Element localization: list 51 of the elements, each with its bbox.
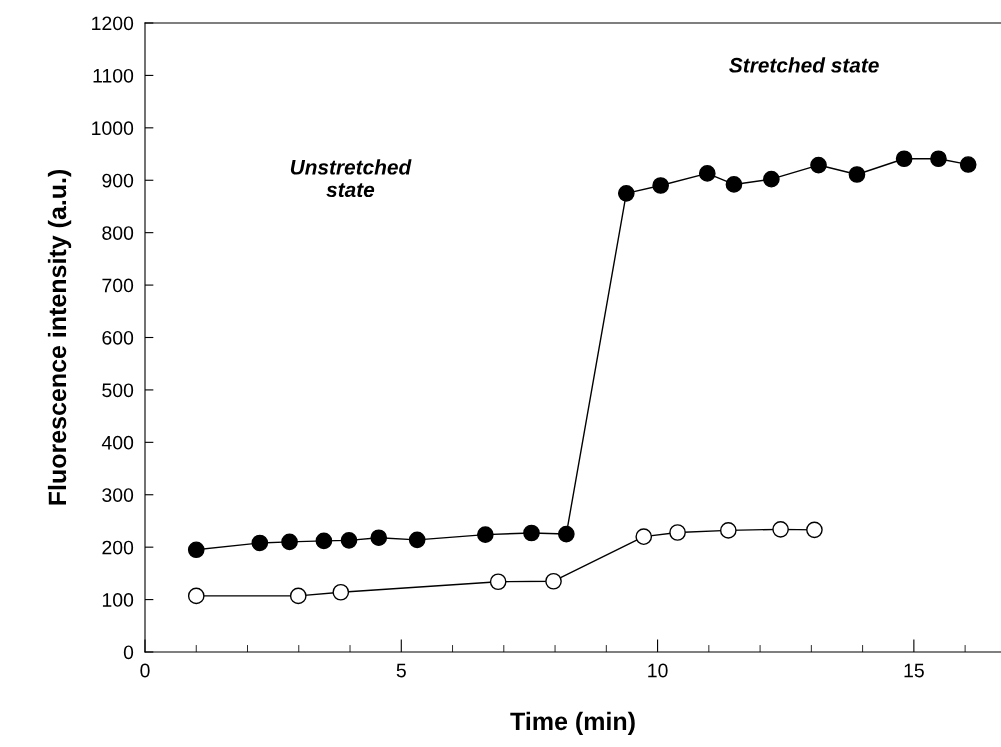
point <box>895 150 913 168</box>
y-axis-title: Fluorescence intensity (a.u.) <box>47 169 72 505</box>
point <box>772 521 789 538</box>
point <box>669 524 686 541</box>
y-tick-label: 1100 <box>93 68 134 83</box>
point <box>545 572 562 590</box>
point <box>848 166 866 183</box>
y-tick-label: 500 <box>102 383 134 398</box>
y-tick-label: 0 <box>123 645 134 660</box>
x-tick-label: 10 <box>648 663 668 678</box>
x-tick-label: 5 <box>396 663 406 678</box>
point <box>370 529 388 547</box>
point <box>187 541 205 559</box>
point <box>332 583 350 601</box>
y-tick-label: 900 <box>102 173 134 188</box>
point <box>652 177 669 194</box>
point <box>810 156 827 174</box>
y-tick-label: 700 <box>102 278 134 293</box>
point <box>558 525 575 543</box>
annotation: Stretched state <box>729 57 879 73</box>
y-tick-label: 1000 <box>92 121 134 136</box>
point <box>315 532 333 550</box>
x-tick-label: 15 <box>904 663 924 678</box>
point <box>187 587 205 605</box>
annotation: Unstretched state <box>290 159 412 198</box>
point <box>725 176 743 193</box>
y-tick-label: 800 <box>102 226 134 240</box>
y-tick-label: 400 <box>101 435 134 450</box>
point <box>719 522 737 539</box>
point <box>477 526 494 543</box>
y-tick-label: 600 <box>102 330 134 345</box>
y-tick-label: 100 <box>102 593 134 607</box>
y-tick-label: 200 <box>102 540 134 555</box>
y-tick-label: 1200 <box>92 16 134 31</box>
point <box>635 528 653 546</box>
x-axis-title: Time (min) <box>510 711 635 736</box>
x-tick-label: 0 <box>140 663 150 678</box>
point <box>251 534 269 552</box>
point <box>930 150 947 168</box>
point <box>408 531 426 549</box>
point <box>763 170 780 188</box>
point <box>289 587 307 605</box>
point <box>959 156 977 173</box>
point <box>617 185 635 202</box>
point <box>523 524 540 542</box>
point <box>340 532 358 549</box>
point <box>698 165 716 182</box>
point <box>806 521 823 539</box>
y-tick-label: 300 <box>102 488 134 502</box>
point <box>281 533 298 551</box>
point <box>489 573 507 591</box>
